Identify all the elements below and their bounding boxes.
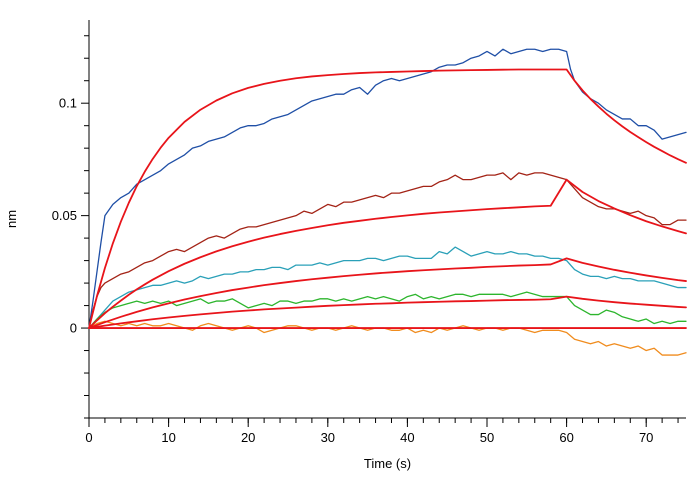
y-tick-label: 0.05 — [52, 208, 77, 223]
measured-curve — [88, 246, 687, 329]
x-tick-label: 60 — [559, 430, 573, 445]
y-axis-title: nm — [4, 210, 19, 228]
measured-curve — [88, 291, 687, 329]
x-tick-label: 40 — [400, 430, 414, 445]
x-axis-ticks: 0 10 20 30 40 50 60 70 — [85, 418, 679, 445]
x-axis-title: Time (s) — [364, 456, 411, 471]
x-tick-label: 70 — [639, 430, 653, 445]
y-axis-ticks: 0 0.05 0.1 — [52, 35, 89, 419]
fit-curve — [88, 257, 687, 329]
fit-curve — [88, 178, 687, 329]
x-tick-label: 20 — [241, 430, 255, 445]
measured-curve — [88, 172, 687, 329]
fit-curve — [88, 295, 687, 329]
measured-curve — [88, 48, 687, 329]
fit-curve — [88, 68, 687, 329]
y-tick-label: 0.1 — [59, 96, 77, 111]
measured-curve — [88, 320, 687, 356]
y-tick-label: 0 — [70, 321, 77, 336]
x-tick-label: 30 — [321, 430, 335, 445]
x-tick-label: 10 — [161, 430, 175, 445]
x-tick-label: 50 — [480, 430, 494, 445]
series-layer — [88, 48, 687, 356]
x-tick-label: 0 — [85, 430, 92, 445]
axes: 0 0.05 0.1 0 10 20 30 40 50 60 70 — [52, 20, 686, 445]
